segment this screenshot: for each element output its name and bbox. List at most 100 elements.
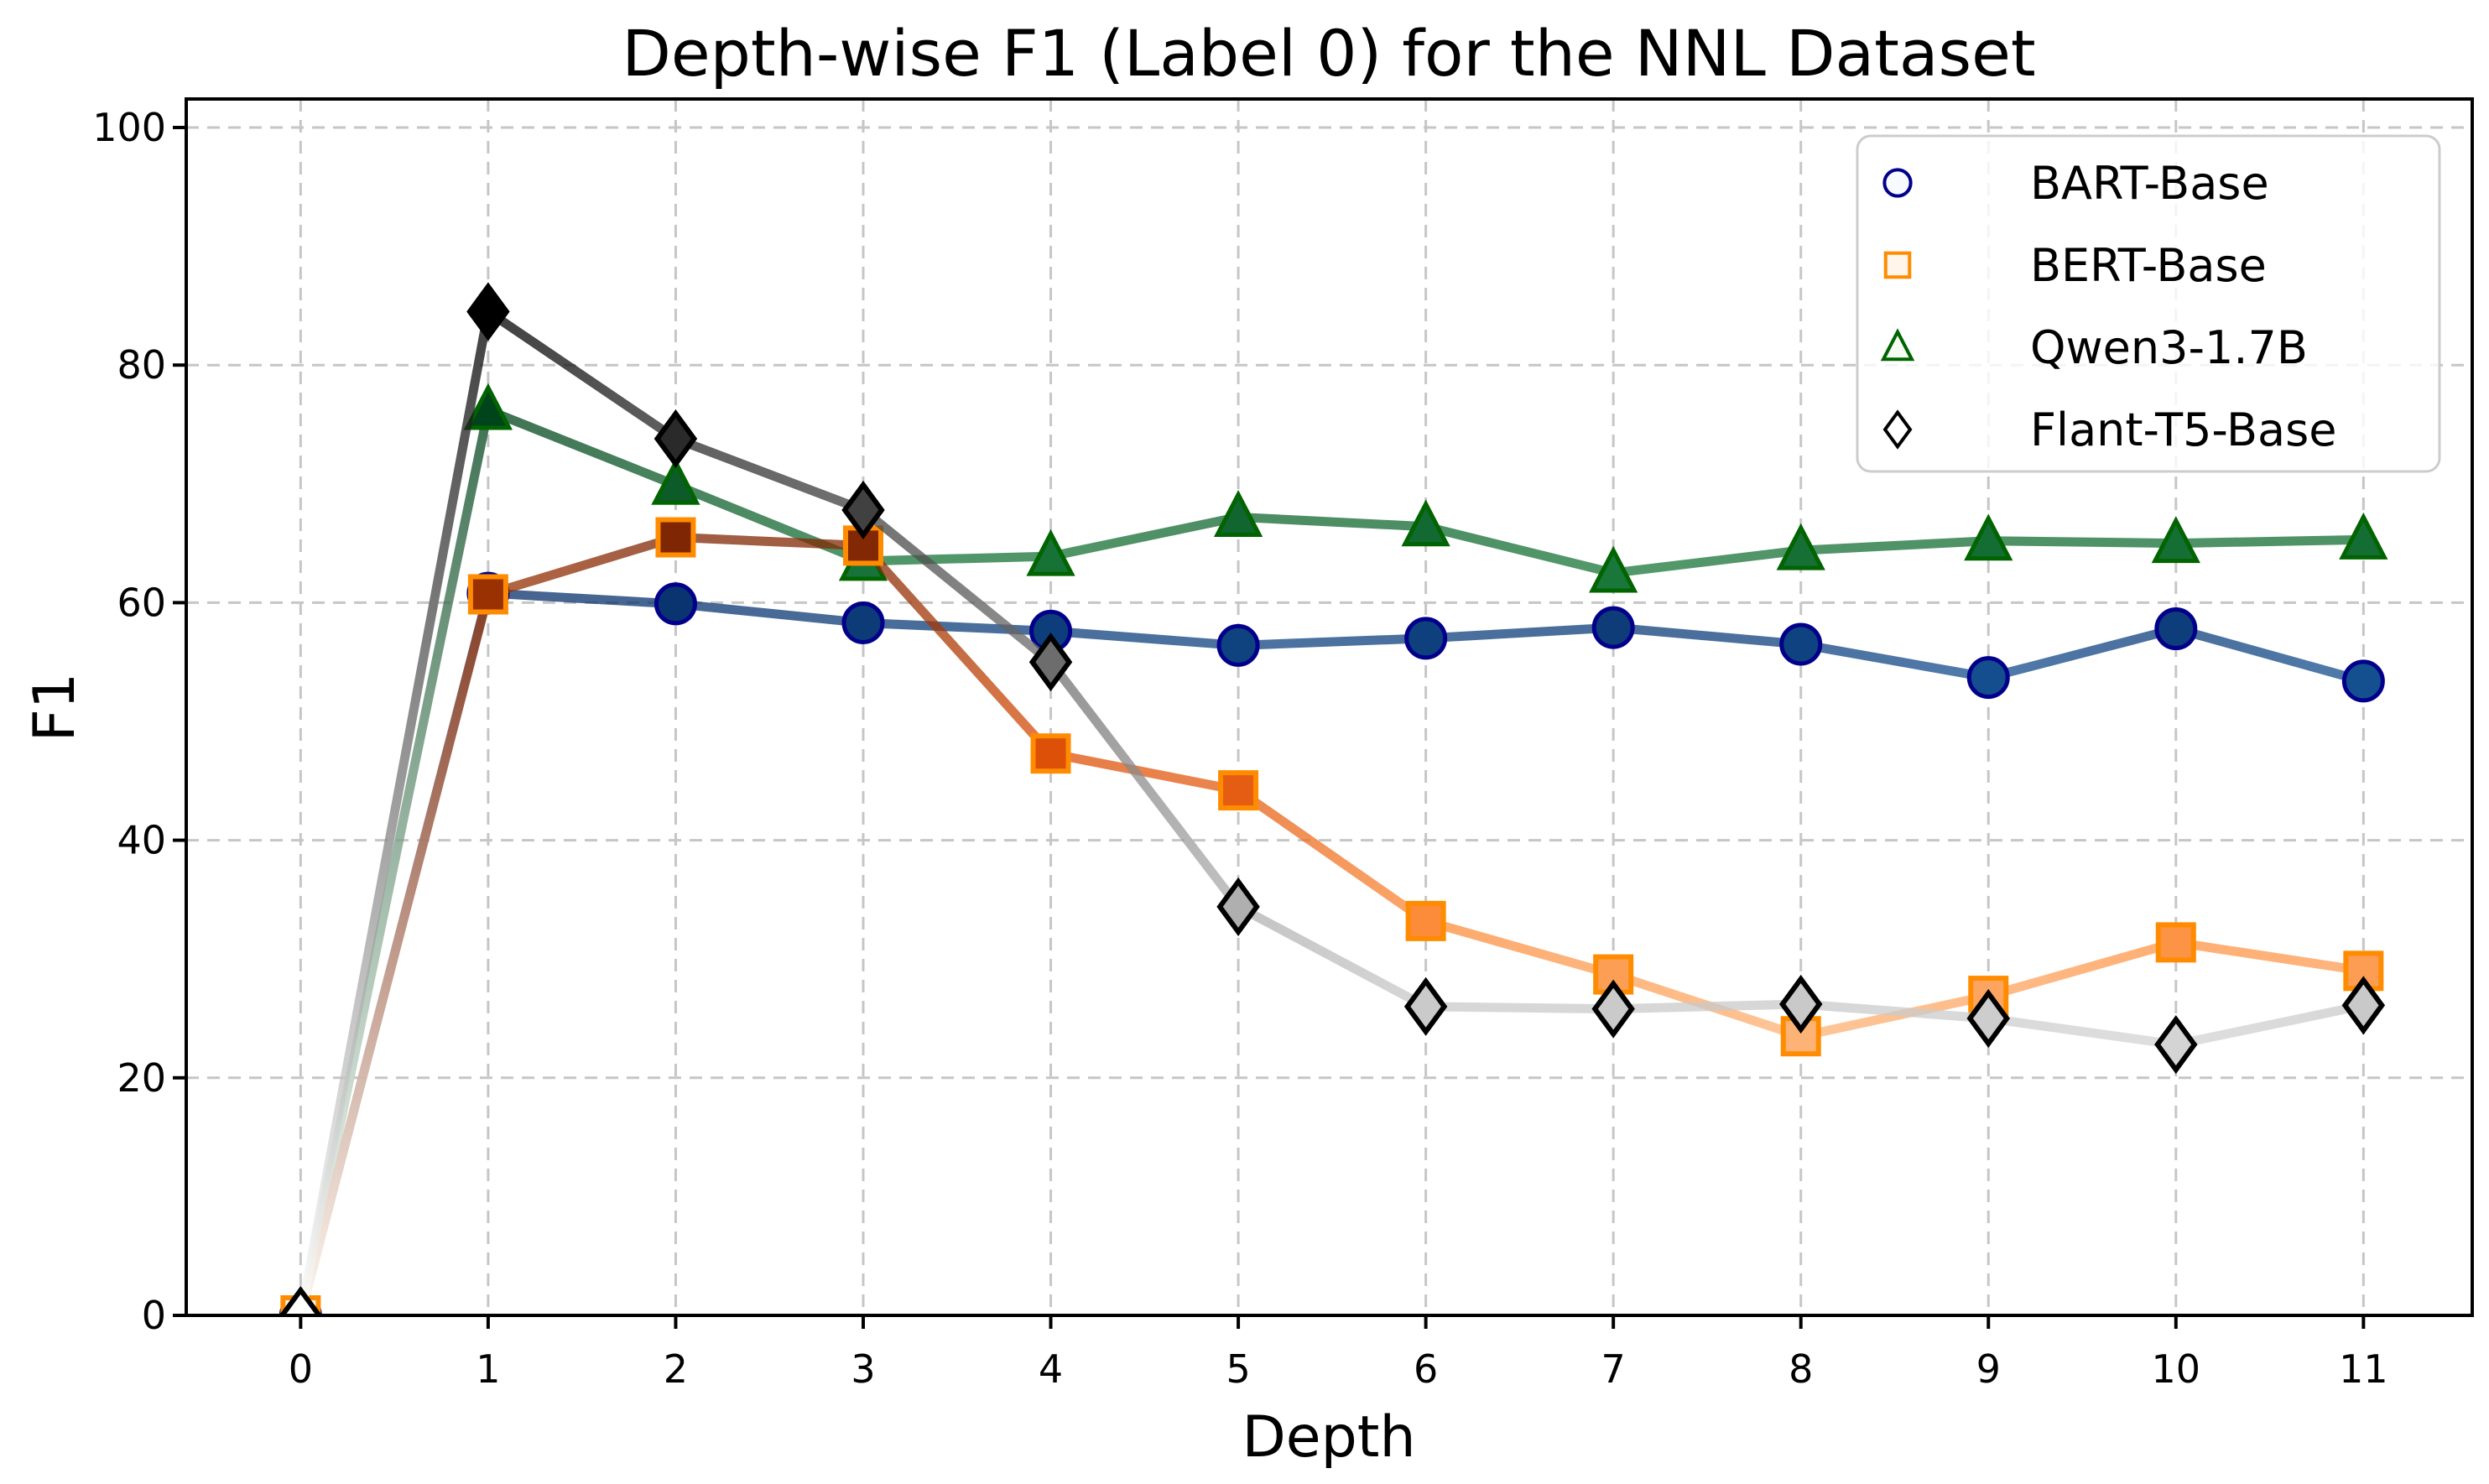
x-axis-tick-label: 0 [289, 1346, 313, 1392]
series-line-segment [2171, 534, 2368, 549]
data-point-marker-diamond [2341, 976, 2386, 1035]
series-line-segment [483, 533, 680, 599]
series-line-segment [483, 588, 680, 609]
series-line-segment [1983, 937, 2181, 1001]
series-line-segment [858, 540, 1056, 758]
data-point-marker-square [1883, 251, 1912, 279]
data-point-marker-square [1030, 733, 1071, 774]
data-point-marker-circle [841, 601, 885, 644]
legend-marker-square-icon [1883, 251, 1912, 279]
data-point-marker-circle [2154, 607, 2198, 651]
x-axis-tick-label: 2 [664, 1346, 688, 1392]
data-point-marker-square [655, 517, 696, 558]
legend: BART-Base BERT-Base Qwen3-1.7B Flant-T5-… [1856, 134, 2441, 473]
x-axis-tick-label: 5 [1226, 1346, 1250, 1392]
x-axis-tick-label: 7 [1601, 1346, 1626, 1392]
series-line-segment [1983, 624, 2181, 683]
series-line-segment [858, 505, 1056, 667]
data-point-marker-triangle [1880, 328, 1915, 362]
data-point-marker-circle [1404, 617, 1448, 660]
series-line-segment [1046, 512, 1243, 561]
data-point-marker-square [1218, 770, 1259, 811]
data-point-marker-circle [1591, 606, 1635, 649]
chart-title: Depth-wise F1 (Label 0) for the NNL Data… [622, 16, 2035, 91]
y-axis-tick-label: 60 [117, 580, 166, 625]
series-line-segment [1233, 902, 1431, 1012]
data-point-marker-triangle [1964, 513, 2013, 561]
data-point-marker-diamond [653, 409, 698, 469]
series-line-segment [1983, 536, 2181, 549]
series-line-segment [670, 599, 868, 627]
data-point-marker-diamond [1591, 979, 1635, 1039]
series-line-segment [1046, 626, 1243, 650]
x-axis-tick-label: 6 [1414, 1346, 1438, 1392]
data-point-marker-square [467, 574, 508, 615]
data-point-marker-diamond [841, 480, 885, 540]
y-axis-tick-label: 0 [142, 1293, 166, 1338]
series-line-segment [2171, 937, 2368, 976]
x-axis-label: Depth [1242, 1404, 1415, 1471]
data-point-marker-diamond [1028, 633, 1073, 692]
data-point-marker-circle [1216, 623, 1260, 667]
series-line-segment [483, 405, 680, 490]
x-axis-tick-label: 8 [1789, 1346, 1813, 1392]
series-line-segment [1046, 657, 1243, 912]
series-line-segment [483, 306, 680, 444]
data-point-marker-triangle [1776, 523, 1825, 570]
series-line-segment [1046, 748, 1243, 795]
series-line-segment [1796, 536, 1993, 555]
data-point-marker-diamond [1966, 988, 2010, 1049]
x-axis-tick-label: 1 [476, 1346, 500, 1392]
y-axis-tick-label: 80 [117, 342, 166, 388]
axes-layer: 0 1 2 3 4 5 6 7 8 9 10 11 0 20 40 60 80 100 [92, 97, 2474, 1392]
series-layer [279, 282, 2388, 1315]
series-line-segment [858, 617, 1056, 636]
series-line-segment [1796, 999, 1993, 1023]
series-line-segment [1608, 622, 1806, 649]
series-line-segment [1608, 999, 1806, 1014]
y-axis-tick-label: 100 [92, 105, 166, 150]
plot-border [185, 97, 2474, 1317]
legend-marker-triangle-icon [1880, 328, 1915, 362]
data-point-marker-triangle [1213, 490, 1263, 537]
series-line-segment [1233, 785, 1431, 926]
data-point-marker-circle [1966, 656, 2010, 700]
data-point-marker-triangle [1026, 529, 1075, 576]
series-line-segment [295, 306, 493, 1315]
data-point-marker-circle [2341, 659, 2385, 703]
y-axis-tick-label: 20 [117, 1055, 166, 1101]
x-axis-tick-label: 3 [851, 1346, 875, 1392]
series-line-segment [1421, 622, 1618, 643]
y-axis-tick-label: 40 [117, 818, 166, 863]
y-axis-label: F1 [22, 673, 88, 742]
data-point-marker-diamond [1882, 409, 1913, 450]
x-axis-tick-label: 4 [1039, 1346, 1063, 1392]
series-line-segment [1421, 522, 1618, 578]
legend-label-flant-t5-base: Flant-T5-Base [2030, 404, 2336, 456]
series-line-segment [2171, 624, 2368, 686]
legend-frame [1856, 134, 2441, 473]
series-flant-t5-base [279, 282, 2386, 1315]
series-line-segment [1983, 1013, 2181, 1049]
series-line-segment [1796, 639, 1993, 683]
series-line-segment [2171, 1000, 2368, 1049]
data-point-marker-circle [1882, 168, 1913, 198]
data-point-marker-diamond [1403, 976, 1448, 1036]
legend-marker-diamond-icon [1882, 409, 1913, 450]
x-axis-tick-label: 10 [2152, 1346, 2201, 1392]
data-point-marker-diamond [279, 1285, 323, 1315]
series-line-segment [1608, 545, 1806, 578]
data-point-marker-diamond [466, 282, 510, 341]
x-axis-tick-label: 11 [2339, 1346, 2388, 1392]
series-line-segment [1421, 916, 1618, 980]
data-point-marker-square [2155, 922, 2196, 963]
series-line-segment [670, 434, 868, 515]
data-point-marker-triangle [1401, 499, 1450, 547]
data-point-marker-square [1405, 900, 1446, 941]
legend-label-bert-base: BERT-Base [2030, 239, 2267, 292]
legend-marker-circle-icon [1882, 168, 1913, 198]
legend-label-qwen3: Qwen3-1.7B [2030, 321, 2308, 374]
series-line-segment [1796, 991, 1993, 1041]
